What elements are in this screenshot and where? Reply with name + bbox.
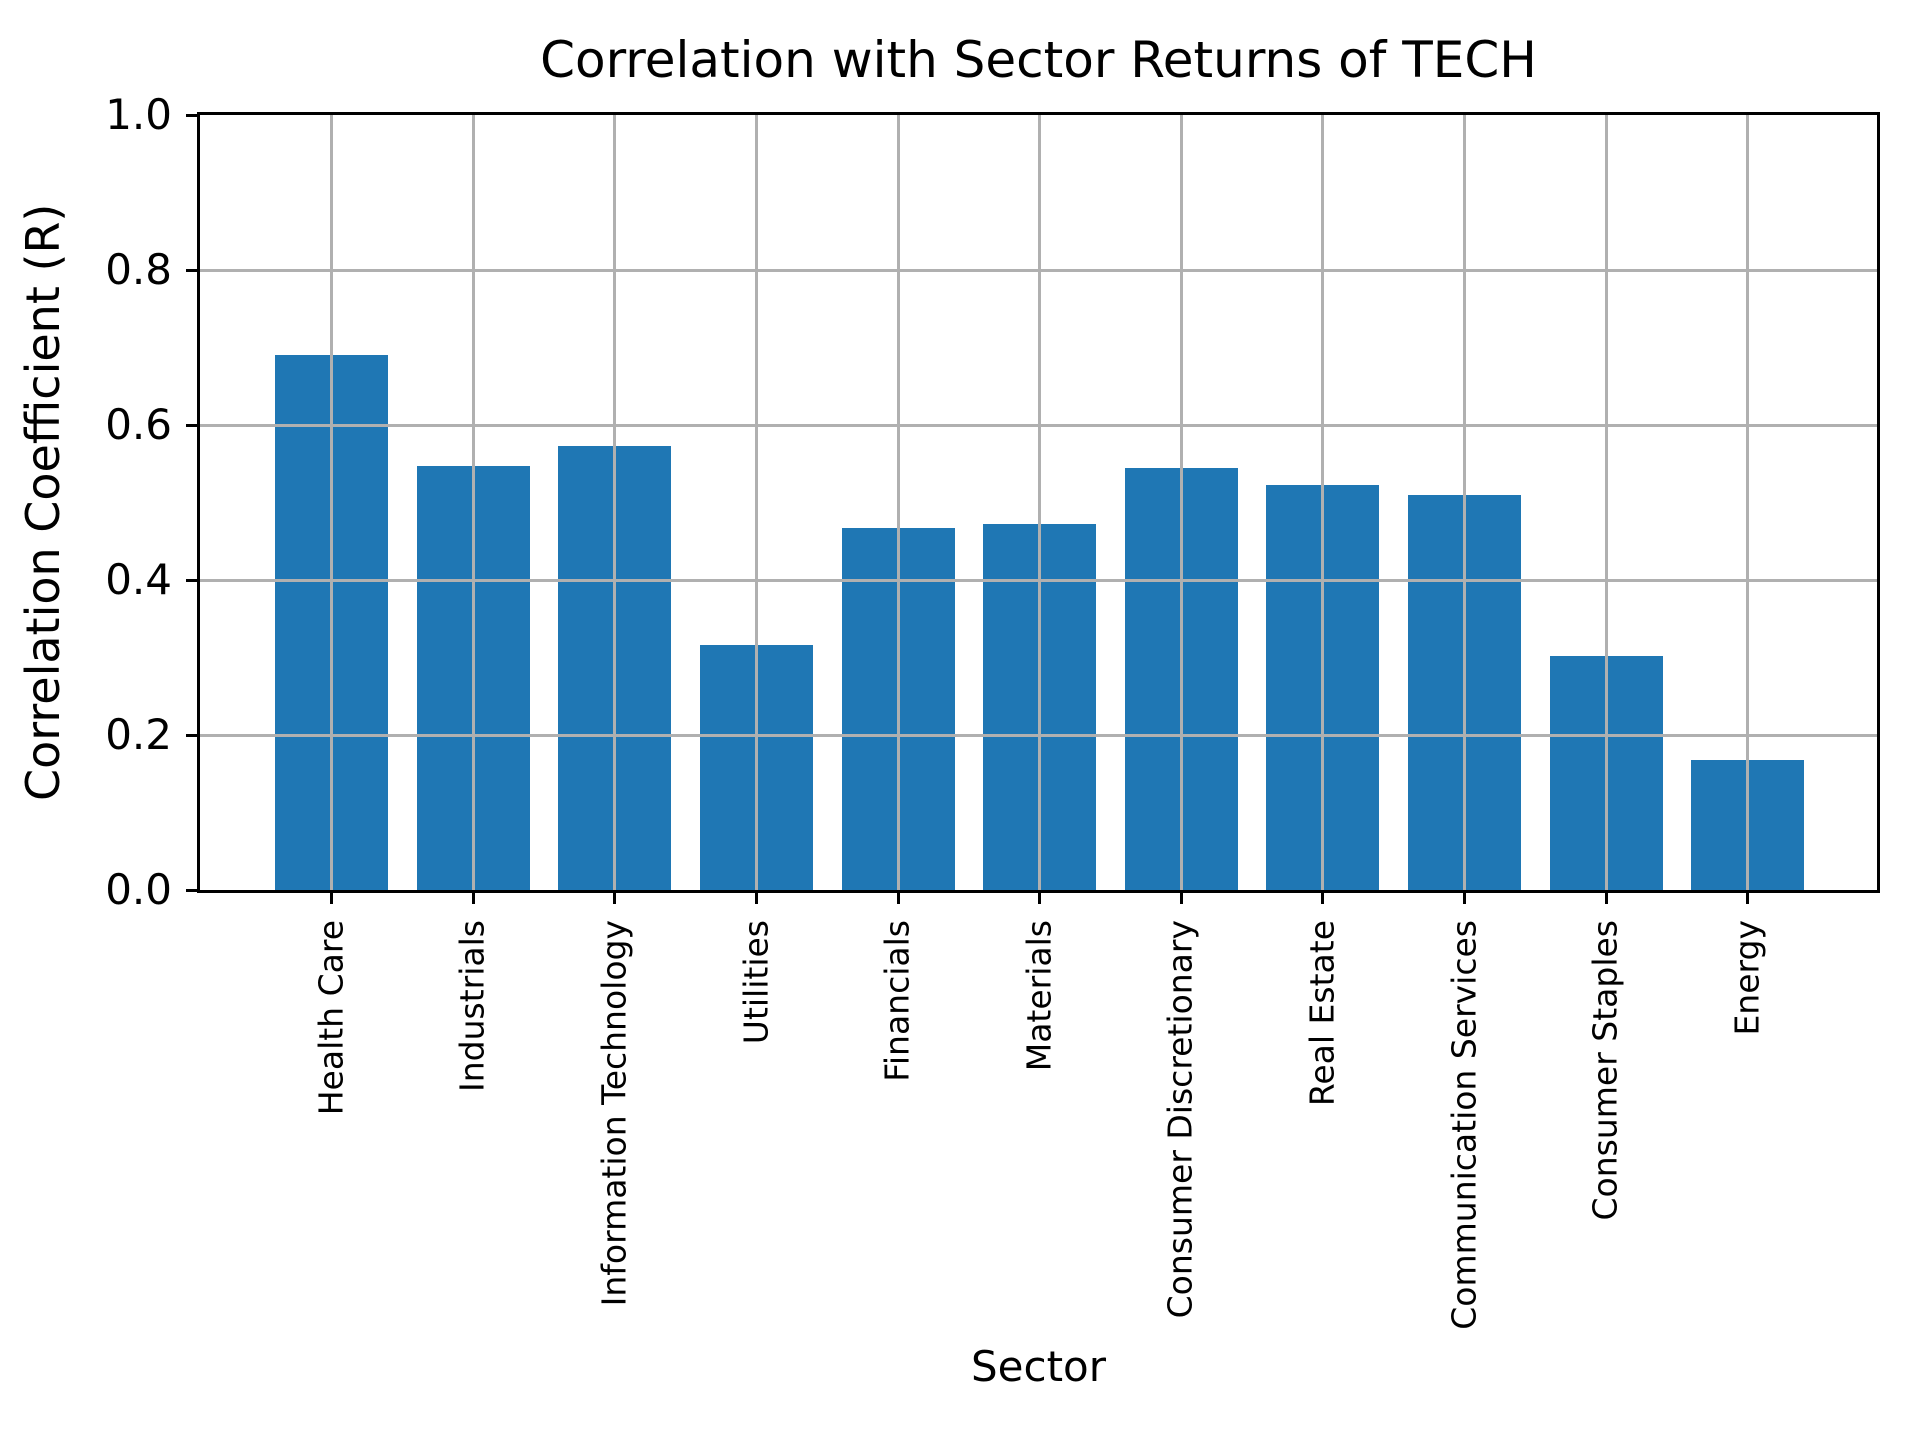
x-tick-label: Consumer Discretionary — [1160, 920, 1200, 1319]
x-tick — [471, 890, 475, 904]
grid-layer — [200, 115, 1877, 890]
y-gridline — [200, 733, 1877, 737]
x-tick — [1463, 890, 1466, 904]
x-tick — [1604, 890, 1608, 904]
x-gridline — [471, 115, 475, 890]
x-tick — [1321, 890, 1325, 904]
x-tick-label: Industrials — [452, 920, 492, 1092]
x-tick — [1179, 890, 1183, 904]
x-gridline — [613, 115, 617, 890]
x-tick — [1746, 890, 1750, 904]
chart-title: Correlation with Sector Returns of TECH — [540, 31, 1537, 89]
y-gridline — [200, 268, 1877, 272]
x-tick-label: Communication Services — [1444, 920, 1484, 1330]
x-tick-label: Information Technology — [594, 920, 634, 1307]
x-tick-label: Financials — [877, 920, 917, 1082]
x-gridline — [330, 115, 334, 890]
y-tick — [186, 423, 200, 427]
x-tick — [613, 890, 617, 904]
x-tick-label: Utilities — [736, 920, 776, 1045]
y-tick-label: 0.0 — [105, 865, 172, 914]
x-gridline — [755, 115, 758, 890]
x-gridline — [1604, 115, 1608, 890]
y-tick — [186, 888, 200, 892]
x-tick-label: Consumer Staples — [1585, 920, 1625, 1221]
y-tick-label: 0.6 — [105, 400, 172, 449]
x-tick-label: Real Estate — [1302, 920, 1342, 1107]
x-tick — [896, 890, 900, 904]
x-gridline — [896, 115, 900, 890]
x-axis-label: Sector — [970, 1342, 1107, 1391]
y-tick — [186, 268, 200, 272]
x-tick-label: Materials — [1019, 920, 1059, 1072]
y-axis-label: Correlation Coefficient (R) — [16, 203, 70, 802]
x-gridline — [1321, 115, 1325, 890]
y-tick-label: 0.2 — [105, 710, 172, 759]
y-tick-label: 0.8 — [105, 245, 172, 294]
x-tick — [1038, 890, 1042, 904]
x-tick — [330, 890, 334, 904]
y-tick — [186, 578, 200, 582]
x-tick-label: Health Care — [311, 920, 351, 1116]
y-gridline — [200, 578, 1877, 582]
x-gridline — [1179, 115, 1183, 890]
x-gridline — [1463, 115, 1466, 890]
x-gridline — [1746, 115, 1750, 890]
x-gridline — [1038, 115, 1042, 890]
plot-area — [200, 115, 1877, 890]
y-tick — [186, 733, 200, 737]
y-tick-label: 0.4 — [105, 555, 172, 604]
y-tick — [186, 113, 200, 117]
x-tick — [755, 890, 758, 904]
x-tick-label: Energy — [1727, 920, 1767, 1036]
y-tick-label: 1.0 — [105, 90, 172, 139]
y-gridline — [200, 423, 1877, 427]
